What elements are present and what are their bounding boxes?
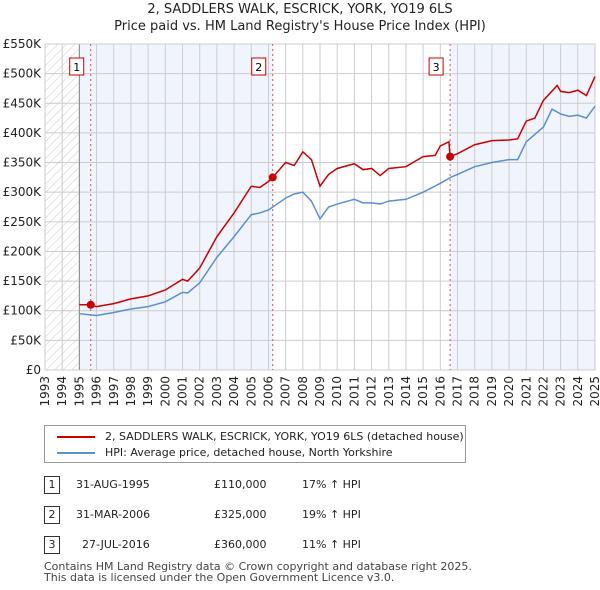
y-tick-label: £350K xyxy=(3,156,43,170)
x-tick-label: 2003 xyxy=(210,376,224,407)
sale-number: 2 xyxy=(44,506,60,524)
y-tick-label: £450K xyxy=(3,96,43,110)
x-tick-label: 2024 xyxy=(571,376,585,407)
series-line xyxy=(79,76,596,308)
x-tick-label: 1995 xyxy=(72,376,86,407)
ownership-shade-3 xyxy=(450,44,595,370)
sale-marker-label: 3 xyxy=(433,61,440,74)
x-tick-label: 2015 xyxy=(416,376,430,407)
x-tick-label: 2005 xyxy=(244,376,258,407)
x-tick-label: 2004 xyxy=(227,376,241,407)
legend-label: 2, SADDLERS WALK, ESCRICK, YORK, YO19 6L… xyxy=(105,430,464,443)
y-tick-label: £200K xyxy=(3,244,43,258)
x-tick-label: 2007 xyxy=(279,376,293,407)
x-tick-label: 2017 xyxy=(451,376,465,407)
x-tick-label: 2020 xyxy=(502,376,516,407)
x-tick-label: 2000 xyxy=(158,376,172,407)
footer-line: This data is licensed under the Open Gov… xyxy=(44,571,395,584)
sale-marker-label: 1 xyxy=(73,61,80,74)
sale-point xyxy=(268,173,277,182)
legend-swatch-red xyxy=(57,435,95,438)
x-tick-label: 2006 xyxy=(261,376,275,407)
y-tick-label: £300K xyxy=(3,185,43,199)
x-tick-label: 2023 xyxy=(554,376,568,407)
legend: 2, SADDLERS WALK, ESCRICK, YORK, YO19 6L… xyxy=(44,425,466,463)
x-tick-label: 1994 xyxy=(55,376,69,407)
legend-item-hpi: HPI: Average price, detached house, Nort… xyxy=(57,446,393,459)
x-tick-label: 2021 xyxy=(519,376,533,407)
x-tick-label: 2018 xyxy=(468,376,482,407)
y-tick-label: £50K xyxy=(10,333,42,347)
y-tick-label: £400K xyxy=(3,126,43,140)
y-tick-label: £500K xyxy=(3,67,43,81)
x-tick-label: 2012 xyxy=(365,376,379,407)
x-tick-label: 1999 xyxy=(141,376,155,407)
x-tick-label: 2014 xyxy=(399,376,413,407)
x-tick-label: 2013 xyxy=(382,376,396,407)
sale-number: 3 xyxy=(44,536,60,554)
x-tick-label: 2009 xyxy=(313,376,327,407)
x-tick-label: 2001 xyxy=(176,376,190,407)
sale-date: 31-MAR-2006 xyxy=(76,508,151,521)
footer-line: Contains HM Land Registry data © Crown c… xyxy=(44,560,472,573)
x-tick-label: 2008 xyxy=(296,376,310,407)
x-tick-label: 2016 xyxy=(433,376,447,407)
x-tick-label: 2019 xyxy=(485,376,499,407)
sale-price: £110,000 xyxy=(214,478,267,491)
x-tick-label: 1996 xyxy=(90,376,104,407)
sale-price: £360,000 xyxy=(214,538,267,551)
sale-hpi-diff: 17% ↑ HPI xyxy=(302,478,361,491)
x-tick-label: 2025 xyxy=(588,376,600,407)
x-tick-label: 1997 xyxy=(107,376,121,407)
legend-label: HPI: Average price, detached house, Nort… xyxy=(105,446,393,459)
x-tick-label: 2010 xyxy=(330,376,344,407)
legend-item-property: 2, SADDLERS WALK, ESCRICK, YORK, YO19 6L… xyxy=(57,430,464,443)
sale-marker-box xyxy=(69,57,85,76)
y-tick-label: £100K xyxy=(3,304,43,318)
sale-date: 27-JUL-2016 xyxy=(82,538,150,551)
y-tick-label: £250K xyxy=(3,215,43,229)
x-tick-label: 2002 xyxy=(193,376,207,407)
chart-title: 2, SADDLERS WALK, ESCRICK, YORK, YO19 6L… xyxy=(147,2,453,17)
chart-subtitle: Price paid vs. HM Land Registry's House … xyxy=(114,19,486,34)
sale-number: 1 xyxy=(44,476,60,494)
sale-marker-box xyxy=(251,57,267,76)
sale-point xyxy=(86,300,95,309)
sale-point xyxy=(446,152,455,161)
footer: Contains HM Land Registry data © Crown c… xyxy=(44,561,472,583)
sale-price: £325,000 xyxy=(214,508,267,521)
legend-swatch-blue xyxy=(57,451,95,454)
series-line xyxy=(79,105,596,317)
sale-hpi-diff: 11% ↑ HPI xyxy=(302,538,361,551)
sale-hpi-diff: 19% ↑ HPI xyxy=(302,508,361,521)
sale-marker-box xyxy=(428,57,444,76)
sale-marker-label: 2 xyxy=(255,61,262,74)
x-tick-label: 2011 xyxy=(347,376,361,407)
y-tick-label: £150K xyxy=(3,274,43,288)
y-tick-label: £0 xyxy=(26,363,41,377)
x-tick-label: 1998 xyxy=(124,376,138,407)
sale-date: 31-AUG-1995 xyxy=(76,478,150,491)
plot-border xyxy=(44,43,596,371)
plot-area: £0 £50K £100K £150K £200K £250K £300K £350K £400… xyxy=(3,37,600,407)
x-tick-label: 2022 xyxy=(536,376,550,407)
y-tick-label: £550K xyxy=(3,37,43,51)
ownership-shade-1 xyxy=(79,44,273,370)
x-tick-label: 1993 xyxy=(38,376,52,407)
